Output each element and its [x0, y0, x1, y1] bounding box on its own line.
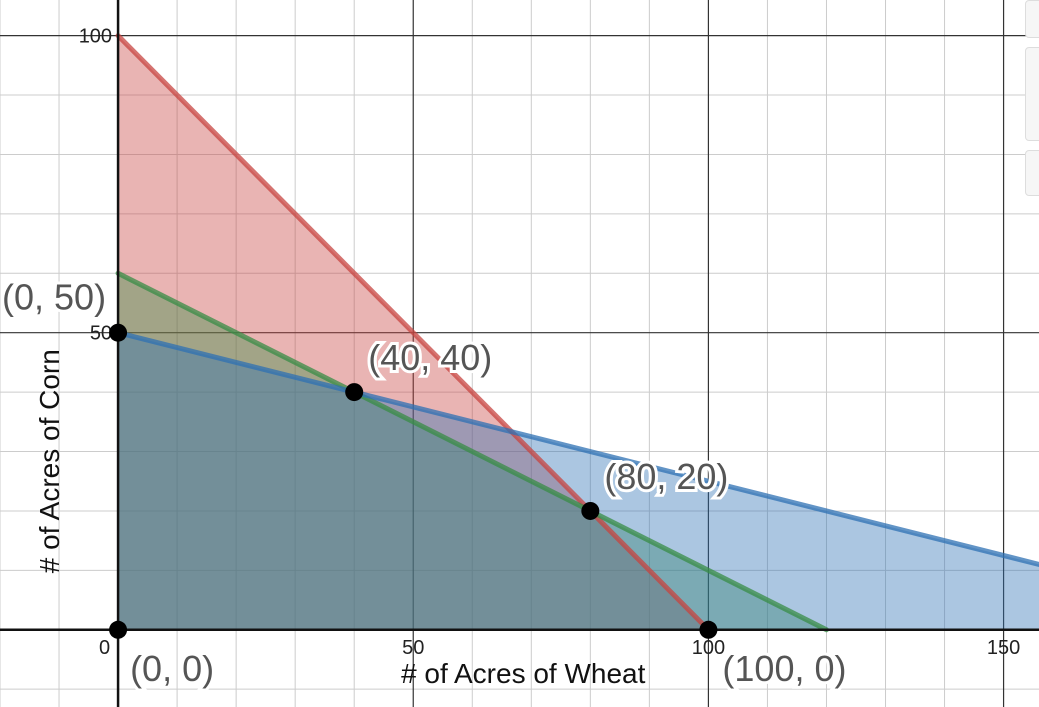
y-axis-label: # of Acres of Corn [34, 349, 65, 573]
shaded-regions [115, 33, 1039, 633]
data-point [699, 620, 718, 639]
y-tick-label: 100 [79, 26, 112, 48]
constraint-line [115, 270, 829, 633]
data-point [581, 501, 600, 520]
tick-labels: 0 50 100 150 50 100 [79, 26, 1021, 659]
side-panel-tab-3[interactable] [1025, 150, 1039, 196]
labeled-points: (0, 50) (40, 40) (80, 20) (0, 0) (100, 0) [0, 274, 849, 692]
x-tick-label: 0 [99, 637, 110, 659]
constraint-line [115, 33, 711, 633]
x-tick-label: 150 [987, 637, 1020, 659]
point-label: (100, 0) [722, 648, 846, 689]
x-tick-label: 100 [692, 637, 725, 659]
region-fill [118, 332, 1039, 630]
side-panel-tab-1[interactable] [1025, 0, 1039, 38]
data-point [109, 323, 128, 342]
y-tick-label: 50 [90, 323, 112, 345]
constraint-line [115, 330, 1039, 567]
data-point [109, 620, 128, 639]
point-label: (0, 50) [2, 277, 106, 318]
point-label: (80, 20) [604, 456, 728, 497]
data-point [345, 383, 364, 402]
point-label: (0, 0) [130, 648, 214, 689]
x-tick-label: 50 [402, 637, 424, 659]
point-label: (40, 40) [368, 337, 492, 378]
side-panel-tab-2[interactable] [1025, 47, 1039, 141]
x-axis-label: # of Acres of Wheat [401, 658, 646, 689]
